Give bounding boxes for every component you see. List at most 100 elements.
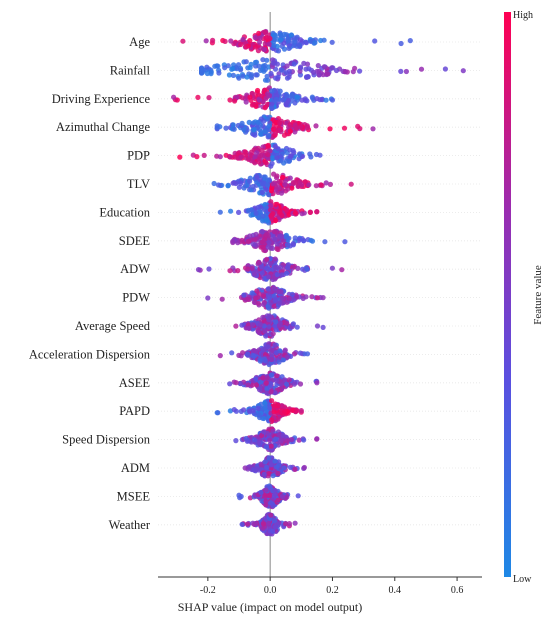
shap-point (309, 294, 315, 300)
feature-label: PAPD (119, 404, 150, 418)
shap-point (277, 88, 283, 94)
shap-point (403, 68, 409, 75)
shap-point (270, 503, 276, 509)
shap-point (203, 38, 209, 44)
shap-point (256, 412, 262, 418)
shap-point (215, 182, 222, 188)
shap-point (269, 417, 275, 423)
shap-point (303, 40, 309, 46)
shap-point (206, 95, 212, 101)
shap-point (262, 41, 268, 47)
shap-point (272, 492, 278, 498)
shap-point (277, 120, 283, 126)
shap-point (272, 487, 278, 493)
shap-point (264, 256, 270, 262)
shap-point (243, 59, 249, 65)
shap-point (241, 185, 247, 191)
shap-point (298, 124, 304, 130)
shap-point (247, 178, 253, 184)
feature-label: TLV (127, 177, 150, 191)
shap-point (246, 207, 252, 213)
shap-point (260, 213, 266, 219)
shap-point (231, 407, 237, 413)
shap-point (217, 209, 223, 215)
feature-label: ASEE (119, 376, 151, 390)
feature-swarm (195, 256, 345, 283)
shap-point (264, 218, 270, 224)
shap-point (281, 465, 287, 471)
shap-point (263, 498, 269, 504)
shap-point (278, 158, 284, 164)
shap-point (312, 40, 318, 46)
shap-point (272, 323, 278, 329)
shap-point (281, 40, 287, 46)
shap-point (277, 31, 284, 37)
shap-point (199, 67, 205, 73)
shap-point (460, 68, 466, 74)
shap-point (194, 154, 200, 160)
shap-point (216, 70, 222, 76)
shap-point (252, 237, 258, 243)
shap-point (407, 38, 413, 44)
shap-point (342, 239, 348, 245)
shap-point (230, 122, 236, 128)
feature-label: Azimuthal Change (56, 120, 151, 134)
shap-point (275, 48, 282, 54)
shap-point (274, 373, 280, 379)
feature-label: Age (129, 35, 150, 49)
shap-point (286, 377, 292, 383)
shap-point (299, 211, 305, 217)
shap-point (254, 288, 260, 294)
shap-point (274, 173, 280, 179)
shap-point (263, 187, 269, 193)
feature-label: PDW (122, 291, 150, 305)
shap-point (264, 464, 270, 470)
shap-point (265, 274, 271, 280)
x-axis-label: SHAP value (impact on model output) (178, 600, 363, 614)
shap-point (267, 295, 273, 301)
shap-point (261, 471, 267, 477)
colorbar-low-label: Low (513, 574, 532, 585)
shap-point (263, 231, 270, 238)
shap-point (274, 272, 280, 278)
shap-point (263, 444, 269, 450)
shap-point (265, 142, 271, 148)
feature-swarm (214, 114, 376, 140)
shap-point (271, 303, 277, 309)
shap-point (211, 180, 217, 187)
shap-point (273, 319, 279, 325)
shap-point (272, 458, 278, 464)
shap-point (265, 116, 271, 122)
shap-point (278, 289, 284, 295)
shap-point (272, 143, 278, 150)
shap-point (320, 324, 326, 330)
shap-point (243, 152, 249, 158)
shap-point (284, 63, 290, 69)
shap-point (268, 389, 274, 395)
shap-point (301, 60, 307, 66)
shap-point (261, 301, 267, 307)
shap-point (274, 246, 280, 252)
shap-point (270, 331, 276, 337)
shap-point (270, 473, 276, 479)
shap-point (262, 105, 268, 111)
shap-point (262, 129, 268, 135)
shap-point (236, 75, 242, 81)
shap-point (258, 152, 264, 158)
shap-point (263, 492, 269, 498)
shap-point (240, 350, 246, 356)
x-tick-label: 0.2 (326, 585, 339, 596)
shap-point (253, 295, 259, 301)
shap-point (261, 46, 267, 53)
shap-point (272, 131, 278, 137)
shap-point (293, 125, 299, 131)
shap-point (262, 328, 268, 334)
shap-point (230, 238, 236, 244)
shap-point (273, 350, 279, 356)
shap-point (227, 268, 233, 274)
shap-point (268, 512, 274, 518)
feature-swarm (242, 455, 307, 479)
shap-point (318, 182, 324, 188)
shap-point (267, 207, 274, 213)
